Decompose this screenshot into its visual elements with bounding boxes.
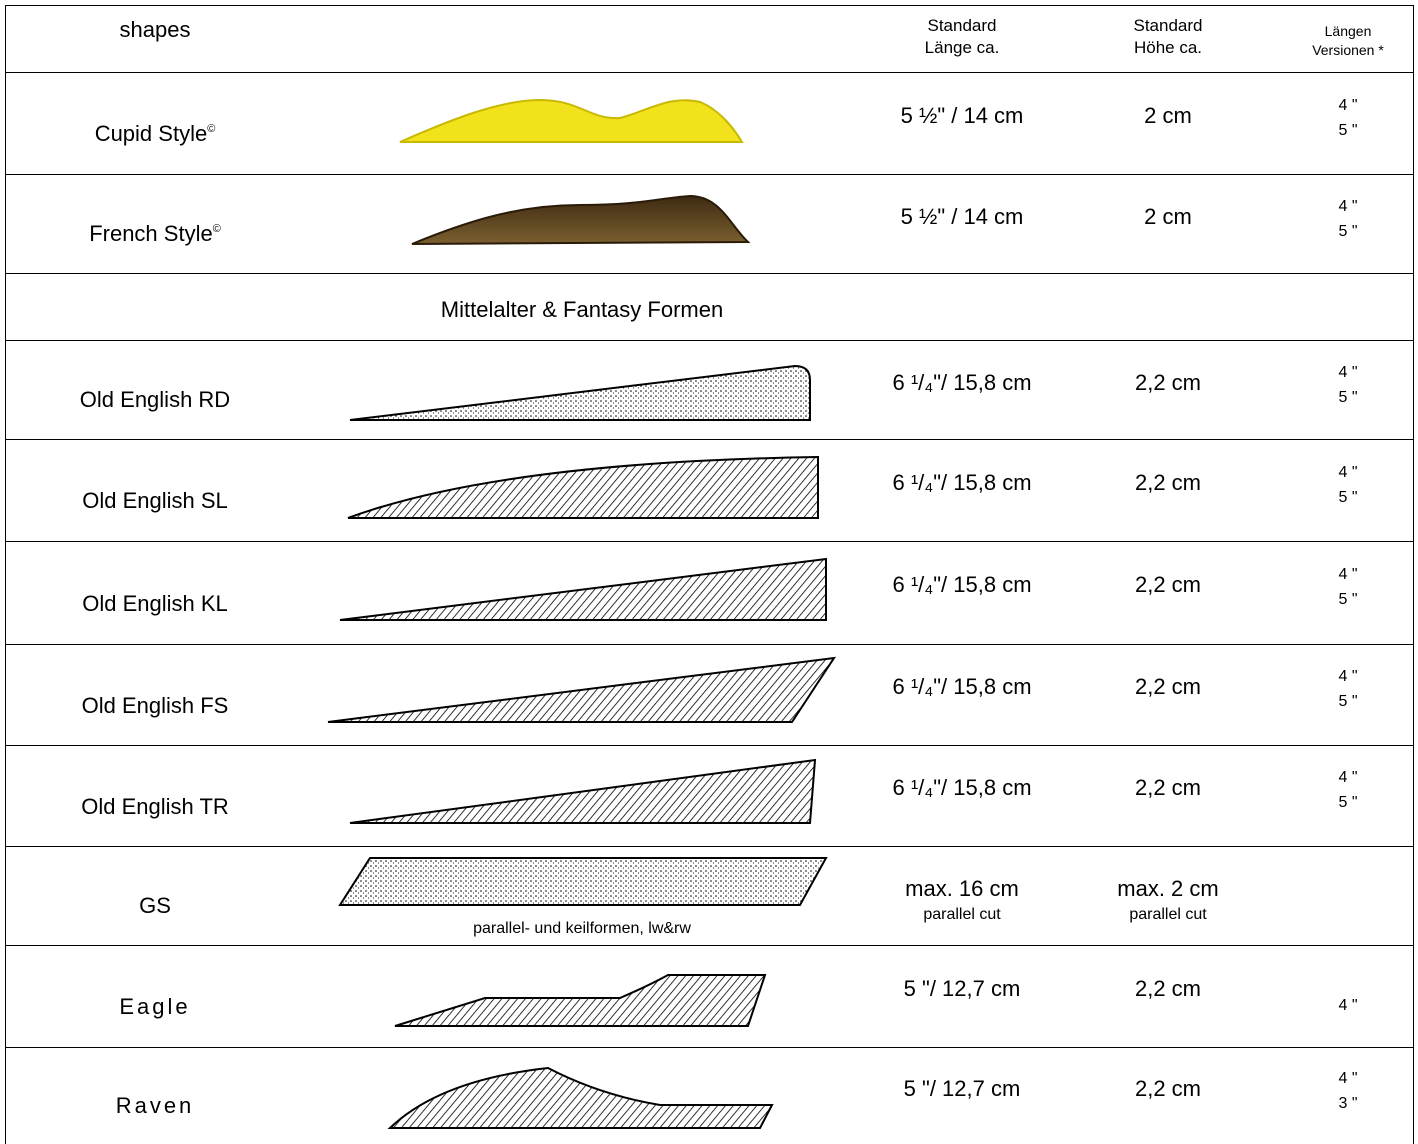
height: 2,2 cm (1135, 976, 1201, 1002)
page: shapesStandardLänge ca.StandardHöhe ca.L… (0, 0, 1418, 1144)
shape-name: Old English KL (82, 591, 228, 617)
version: 5 " (1338, 489, 1357, 507)
version: 3 " (1338, 1095, 1357, 1113)
header-length: Länge ca. (925, 38, 1000, 58)
version: 4 " (1338, 1070, 1357, 1088)
shape-name: GS (139, 893, 171, 919)
height: max. 2 cm (1117, 876, 1218, 902)
header-title: shapes (120, 17, 191, 43)
length-note: parallel cut (923, 906, 1000, 924)
version: 5 " (1338, 693, 1357, 711)
row-line (5, 273, 1414, 274)
shape-caption: parallel- und keilformen, lw&rw (473, 920, 691, 938)
height: 2 cm (1144, 204, 1192, 230)
version: 5 " (1338, 122, 1357, 140)
row-line (5, 1047, 1414, 1048)
length: max. 16 cm (905, 876, 1019, 902)
shape-name: Old English TR (81, 794, 229, 820)
copyright-mark: © (207, 123, 215, 135)
length: 5 ½" / 14 cm (901, 204, 1024, 230)
row-line (5, 541, 1414, 542)
header-versions: Längen (1325, 23, 1372, 39)
row-line (5, 72, 1414, 73)
version: 4 " (1338, 769, 1357, 787)
shape-name: Cupid Style© (95, 121, 216, 147)
fletch-shape (340, 559, 826, 620)
height-note: parallel cut (1129, 906, 1206, 924)
shape-name: Old English SL (82, 488, 228, 514)
row-line (5, 644, 1414, 645)
fletch-shape (390, 1068, 772, 1128)
version: 4 " (1338, 668, 1357, 686)
height: 2,2 cm (1135, 1076, 1201, 1102)
height: 2,2 cm (1135, 572, 1201, 598)
fletch-shape (350, 366, 810, 420)
length: 6 ¹/₄"/ 15,8 cm (892, 470, 1031, 496)
shapes-layer (0, 0, 1418, 1144)
length: 6 ¹/₄"/ 15,8 cm (892, 674, 1031, 700)
fletch-shape (350, 760, 815, 823)
length: 6 ¹/₄"/ 15,8 cm (892, 572, 1031, 598)
fletch-shape (340, 858, 826, 905)
length: 5 "/ 12,7 cm (904, 976, 1021, 1002)
section-title: Mittelalter & Fantasy Formen (441, 297, 723, 323)
row-line (5, 745, 1414, 746)
length: 6 ¹/₄"/ 15,8 cm (892, 370, 1031, 396)
header-versions: Versionen * (1312, 42, 1384, 58)
version: 5 " (1338, 591, 1357, 609)
row-line (5, 846, 1414, 847)
header-height: Standard (1134, 16, 1203, 36)
border-line (5, 5, 6, 1144)
row-line (5, 174, 1414, 175)
fletch-shape (328, 658, 834, 722)
height: 2,2 cm (1135, 775, 1201, 801)
copyright-mark: © (213, 223, 221, 235)
border-line (1413, 5, 1414, 1144)
version: 4 " (1338, 566, 1357, 584)
version: 4 " (1338, 97, 1357, 115)
version: 4 " (1338, 464, 1357, 482)
version: 4 " (1338, 364, 1357, 382)
version: 4 " (1338, 997, 1357, 1015)
shape-name: French Style© (89, 221, 221, 247)
fletch-shape (395, 975, 765, 1026)
fletch-shape (348, 457, 818, 518)
length: 6 ¹/₄"/ 15,8 cm (892, 775, 1031, 801)
row-line (5, 945, 1414, 946)
version: 5 " (1338, 389, 1357, 407)
length: 5 "/ 12,7 cm (904, 1076, 1021, 1102)
height: 2,2 cm (1135, 470, 1201, 496)
version: 5 " (1338, 794, 1357, 812)
fletch-shape (400, 100, 742, 142)
height: 2,2 cm (1135, 674, 1201, 700)
shape-name: Raven (116, 1093, 195, 1119)
shape-name: Old English RD (80, 387, 230, 413)
header-height: Höhe ca. (1134, 38, 1202, 58)
row-line (5, 340, 1414, 341)
height: 2 cm (1144, 103, 1192, 129)
header-length: Standard (928, 16, 997, 36)
row-line (5, 439, 1414, 440)
shape-name: Eagle (119, 994, 190, 1020)
version: 4 " (1338, 198, 1357, 216)
row-line (5, 5, 1414, 6)
height: 2,2 cm (1135, 370, 1201, 396)
shape-name: Old English FS (82, 693, 229, 719)
fletch-shape (412, 196, 748, 244)
length: 5 ½" / 14 cm (901, 103, 1024, 129)
version: 5 " (1338, 223, 1357, 241)
